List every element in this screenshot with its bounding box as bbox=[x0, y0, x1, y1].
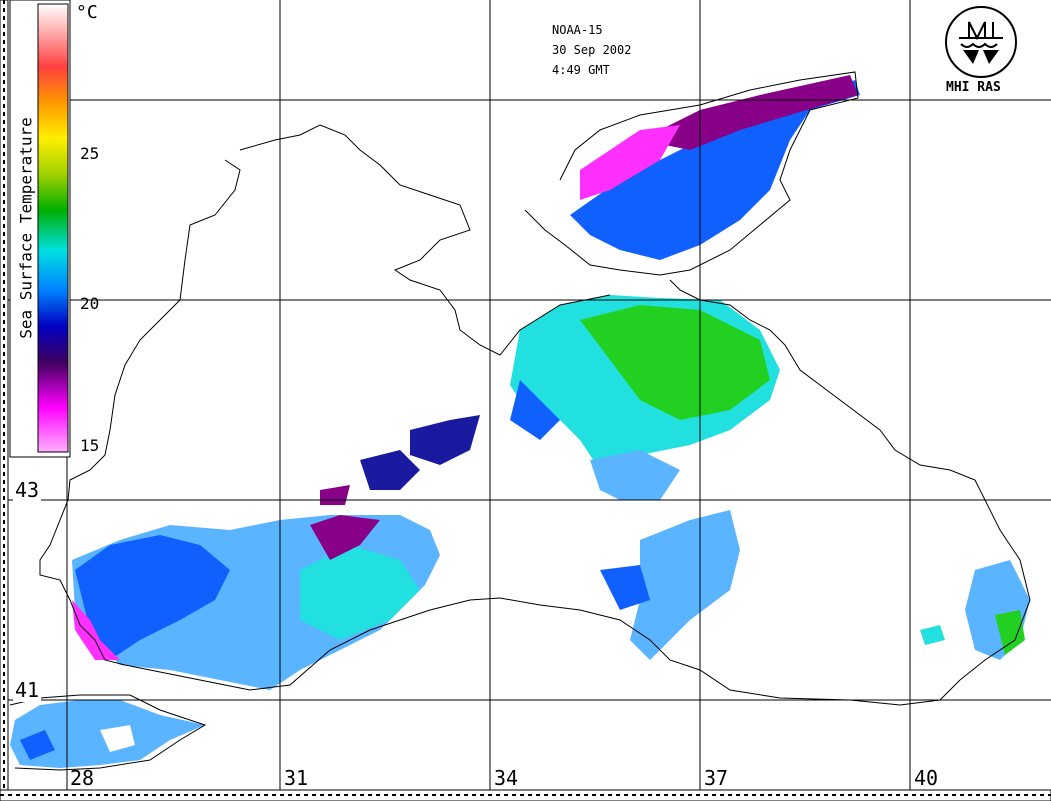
lat-label-41: 41 bbox=[13, 678, 42, 702]
legend-unit: °C bbox=[76, 2, 98, 23]
lon-label-28: 28 bbox=[70, 766, 95, 790]
lon-label-34: 34 bbox=[494, 766, 519, 790]
time-label: 4:49 GMT bbox=[552, 63, 610, 77]
legend-title: Sea Surface Temperature bbox=[16, 117, 36, 339]
lat-label-43: 43 bbox=[13, 478, 42, 502]
satellite-label: NOAA-15 bbox=[552, 23, 603, 37]
logo-text: MHI RAS bbox=[946, 80, 1001, 95]
mhi-logo-icon bbox=[945, 6, 1017, 78]
lon-label-31: 31 bbox=[284, 766, 309, 790]
legend-tick-15: 15 bbox=[80, 436, 100, 455]
sst-data bbox=[10, 75, 1030, 768]
date-label: 30 Sep 2002 bbox=[552, 43, 632, 57]
lon-label-37: 37 bbox=[704, 766, 729, 790]
lon-label-40: 40 bbox=[914, 766, 939, 790]
legend-tick-20: 20 bbox=[80, 294, 100, 313]
legend-colorbar bbox=[9, 0, 71, 458]
legend-tick-25: 25 bbox=[80, 144, 100, 163]
